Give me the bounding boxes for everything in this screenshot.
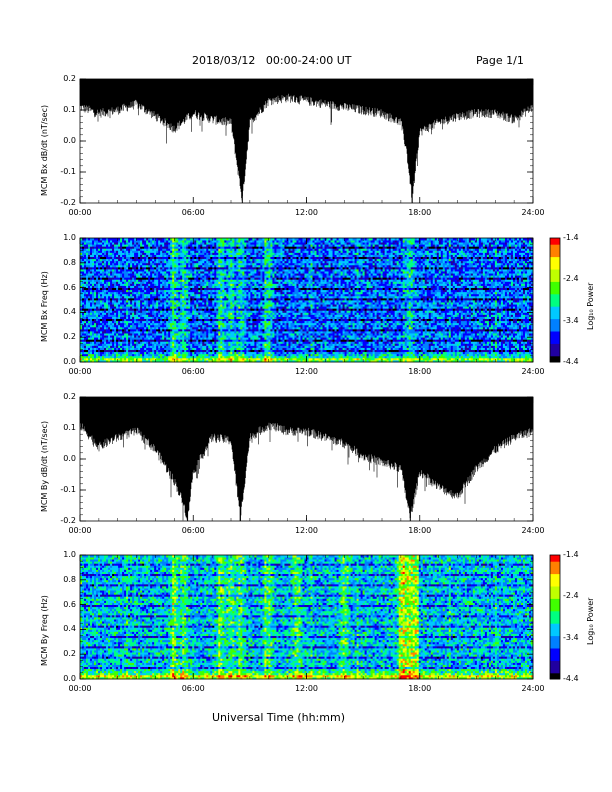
panel4-ytick: 0.4	[63, 624, 76, 633]
panel3-trace	[80, 397, 533, 521]
panel4-ytick: 0.2	[63, 649, 76, 658]
panel4-heatmap	[80, 555, 533, 679]
panel4-ytick: 0.6	[63, 600, 76, 609]
panel3-xtick: 12:00	[295, 526, 318, 535]
panel1-ytick: 0.1	[63, 105, 76, 114]
panel3-ytick: 0.0	[63, 454, 76, 463]
panel3-ytick: -0.2	[60, 516, 76, 525]
panel4-colorbar-tick: -2.4	[563, 591, 579, 600]
panel4-ylabel: MCM By Freq (Hz)	[40, 595, 49, 666]
panel4-ytick: 0.0	[63, 674, 76, 683]
panel1-ytick: -0.2	[60, 198, 76, 207]
panel2-ylabel: MCM Bx Freq (Hz)	[40, 271, 49, 342]
panel1-xtick: 12:00	[295, 208, 318, 217]
panel1-xtick: 24:00	[521, 208, 544, 217]
panel2-xtick: 06:00	[182, 367, 205, 376]
panel2-colorbar	[550, 238, 560, 363]
panel3-ytick: 0.2	[63, 392, 76, 401]
panel2-xtick: 24:00	[521, 367, 544, 376]
panel2-xtick: 18:00	[408, 367, 431, 376]
panel2-colorbar-tick: -1.4	[563, 233, 579, 242]
panel4-xtick: 24:00	[521, 684, 544, 693]
panel1-ylabel: MCM Bx dB/dt (nT/sec)	[40, 105, 49, 196]
panel4-ytick: 1.0	[63, 550, 76, 559]
panel4-colorbar-tick: -1.4	[563, 550, 579, 559]
panel1-xtick: 06:00	[182, 208, 205, 217]
panel1-xtick: 00:00	[68, 208, 91, 217]
panel4-colorbar	[550, 555, 560, 680]
panel4-ytick: 0.8	[63, 575, 76, 584]
panel2-ytick: 0.6	[63, 283, 76, 292]
panel3-ytick: -0.1	[60, 485, 76, 494]
panel2-ytick: 0.4	[63, 307, 76, 316]
panel4-xtick: 00:00	[68, 684, 91, 693]
panel2-colorbar-title: Log₁₀ Power	[586, 283, 595, 330]
panel4-xtick: 12:00	[295, 684, 318, 693]
plot-canvas	[0, 0, 612, 792]
panel2-colorbar-tick: -2.4	[563, 274, 579, 283]
panel2-ytick: 0.2	[63, 332, 76, 341]
panel2-colorbar-tick: -3.4	[563, 316, 579, 325]
panel1-ytick: 0.2	[63, 74, 76, 83]
panel4-colorbar-title: Log₁₀ Power	[586, 598, 595, 645]
panel1-ytick: 0.0	[63, 136, 76, 145]
panel3-xtick: 24:00	[521, 526, 544, 535]
panel3-ytick: 0.1	[63, 423, 76, 432]
panel2-colorbar-tick: -4.4	[563, 357, 579, 366]
panel3-xtick: 06:00	[182, 526, 205, 535]
x-axis-title: Universal Time (hh:mm)	[212, 711, 345, 724]
panel4-colorbar-tick: -4.4	[563, 674, 579, 683]
panel2-ytick: 1.0	[63, 233, 76, 242]
panel2-xtick: 12:00	[295, 367, 318, 376]
panel2-xtick: 00:00	[68, 367, 91, 376]
panel1-trace	[80, 79, 533, 202]
panel3-xtick: 18:00	[408, 526, 431, 535]
panel2-heatmap	[80, 238, 533, 362]
panel2-ytick: 0.0	[63, 357, 76, 366]
panel1-xtick: 18:00	[408, 208, 431, 217]
panel4-xtick: 06:00	[182, 684, 205, 693]
panel3-ylabel: MCM By dB/dt (nT/sec)	[40, 421, 49, 512]
panel4-colorbar-tick: -3.4	[563, 633, 579, 642]
panel3-xtick: 00:00	[68, 526, 91, 535]
panel4-xtick: 18:00	[408, 684, 431, 693]
panel2-ytick: 0.8	[63, 258, 76, 267]
panel1-ytick: -0.1	[60, 167, 76, 176]
